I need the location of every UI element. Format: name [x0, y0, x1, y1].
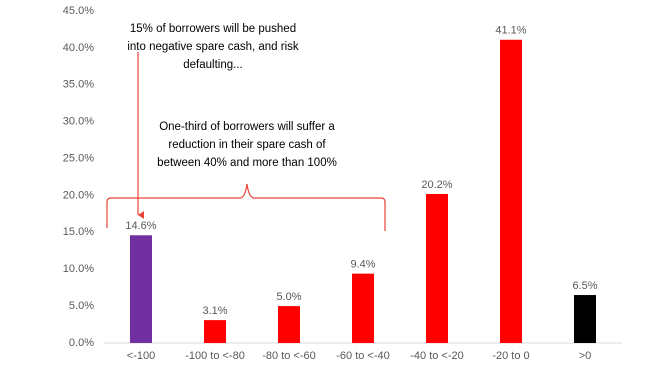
annotation: One-third of borrowers will suffer a — [159, 121, 335, 133]
bar — [352, 273, 374, 343]
value-label: 41.1% — [495, 25, 526, 37]
x-tick-label: -20 to 0 — [492, 350, 529, 362]
value-label: 5.0% — [276, 291, 301, 303]
bar — [574, 295, 596, 343]
y-tick-label: 10.0% — [63, 263, 94, 275]
y-tick-label: 5.0% — [69, 300, 94, 312]
bar — [278, 306, 300, 343]
annotation: reduction in their spare cash of — [168, 139, 326, 151]
y-tick-label: 45.0% — [63, 5, 94, 17]
y-tick-label: 25.0% — [63, 152, 94, 164]
y-tick-label: 40.0% — [63, 42, 94, 54]
annotation: 15% of borrowers will be pushed — [130, 23, 296, 35]
x-tick-label: <-100 — [127, 350, 155, 362]
value-label: 9.4% — [350, 259, 375, 271]
y-tick-label: 20.0% — [63, 189, 94, 201]
y-tick-label: 35.0% — [63, 79, 94, 91]
value-label: 20.2% — [421, 179, 452, 191]
x-tick-label: -60 to <-40 — [336, 350, 390, 362]
value-label: 6.5% — [572, 280, 597, 292]
annotation: between 40% and more than 100% — [157, 157, 337, 169]
bar — [500, 39, 522, 343]
x-tick-label: -40 to <-20 — [410, 350, 464, 362]
annotation: into negative spare cash, and risk — [127, 41, 299, 53]
bar — [426, 193, 448, 343]
value-label: 14.6% — [125, 220, 156, 232]
x-tick-label: >0 — [579, 350, 592, 362]
brace — [106, 183, 386, 231]
x-tick-label: -100 to <-80 — [185, 350, 245, 362]
annotation: defaulting... — [183, 59, 242, 71]
bar — [204, 320, 226, 343]
x-tick-label: -80 to <-60 — [262, 350, 316, 362]
y-tick-label: 30.0% — [63, 116, 94, 128]
value-label: 3.1% — [202, 305, 227, 317]
bar — [130, 235, 152, 343]
y-tick-label: 0.0% — [69, 337, 94, 349]
y-tick-label: 15.0% — [63, 226, 94, 238]
